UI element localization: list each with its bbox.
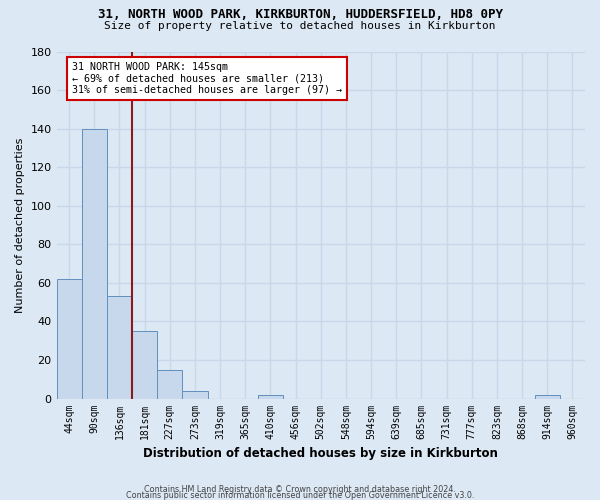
Text: 31 NORTH WOOD PARK: 145sqm
← 69% of detached houses are smaller (213)
31% of sem: 31 NORTH WOOD PARK: 145sqm ← 69% of deta… [73, 62, 343, 95]
Bar [535, 394, 560, 398]
X-axis label: Distribution of detached houses by size in Kirkburton: Distribution of detached houses by size … [143, 447, 498, 460]
Bar [107, 296, 132, 398]
Text: Contains public sector information licensed under the Open Government Licence v3: Contains public sector information licen… [126, 490, 474, 500]
Bar [182, 391, 208, 398]
Bar [82, 128, 107, 398]
Text: Contains HM Land Registry data © Crown copyright and database right 2024.: Contains HM Land Registry data © Crown c… [144, 484, 456, 494]
Text: Size of property relative to detached houses in Kirkburton: Size of property relative to detached ho… [104, 21, 496, 31]
Bar [258, 394, 283, 398]
Bar [157, 370, 182, 398]
Bar [132, 331, 157, 398]
Y-axis label: Number of detached properties: Number of detached properties [15, 138, 25, 312]
Text: 31, NORTH WOOD PARK, KIRKBURTON, HUDDERSFIELD, HD8 0PY: 31, NORTH WOOD PARK, KIRKBURTON, HUDDERS… [97, 8, 503, 20]
Bar [56, 279, 82, 398]
